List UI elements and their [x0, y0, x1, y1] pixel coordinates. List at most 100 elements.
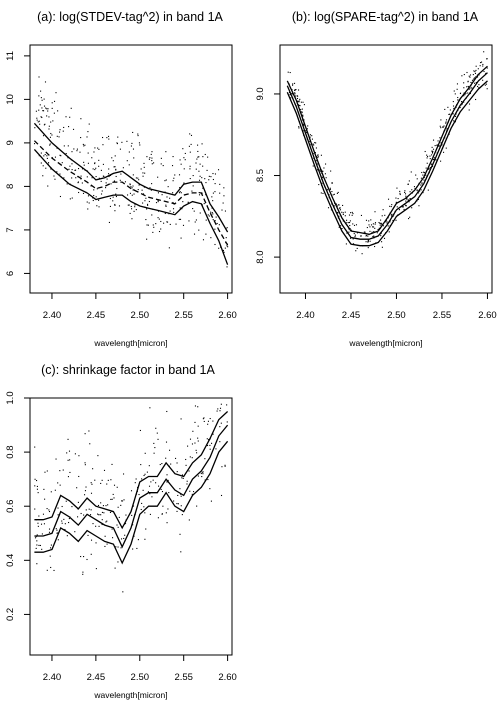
data-point: [36, 480, 37, 481]
data-point: [439, 137, 440, 138]
data-point: [71, 506, 72, 507]
data-point: [473, 79, 474, 80]
data-point: [78, 476, 79, 477]
data-point: [155, 428, 156, 429]
data-point: [151, 154, 152, 155]
data-point: [118, 507, 119, 508]
data-point: [93, 151, 94, 152]
data-point: [173, 180, 174, 181]
data-point: [380, 235, 381, 236]
data-point: [417, 189, 418, 190]
data-point: [330, 171, 331, 172]
data-point: [352, 223, 353, 224]
data-point: [41, 152, 42, 153]
data-point: [198, 156, 199, 157]
data-point: [457, 97, 458, 98]
data-point: [44, 523, 45, 524]
data-point: [298, 89, 299, 90]
data-point: [116, 524, 117, 525]
data-point: [346, 243, 347, 244]
data-point: [96, 205, 97, 206]
data-point: [328, 207, 329, 208]
data-point: [381, 241, 382, 242]
data-point: [162, 506, 163, 507]
data-point: [209, 488, 210, 489]
data-point: [201, 177, 202, 178]
data-point: [158, 486, 159, 487]
data-point: [427, 156, 428, 157]
data-point: [131, 145, 132, 146]
data-point: [167, 522, 168, 523]
data-point: [461, 101, 462, 102]
data-point: [141, 168, 142, 169]
data-point: [77, 516, 78, 517]
data-point: [123, 499, 124, 500]
data-point: [440, 127, 441, 128]
data-point: [97, 514, 98, 515]
data-point: [354, 225, 355, 226]
data-point: [158, 192, 159, 193]
data-point: [225, 210, 226, 211]
data-point: [197, 438, 198, 439]
data-point: [404, 190, 405, 191]
data-point: [34, 447, 35, 448]
data-point: [388, 199, 389, 200]
data-point: [107, 504, 108, 505]
x-tick-label: 2.40: [296, 310, 315, 321]
data-point: [46, 108, 47, 109]
data-point: [198, 171, 199, 172]
data-point: [97, 455, 98, 456]
data-point: [461, 75, 462, 76]
data-point: [151, 160, 152, 161]
data-point: [127, 160, 128, 161]
data-point: [153, 162, 154, 163]
data-point: [384, 238, 385, 239]
data-point: [110, 206, 111, 207]
data-point: [446, 148, 447, 149]
data-point: [183, 157, 184, 158]
data-point: [126, 141, 127, 142]
data-point: [89, 443, 90, 444]
band-curve: [34, 425, 227, 547]
data-point: [118, 527, 119, 528]
data-point: [42, 175, 43, 176]
data-point: [82, 572, 83, 573]
data-point: [86, 509, 87, 510]
data-point: [144, 475, 145, 476]
data-point: [316, 147, 317, 148]
data-point: [199, 194, 200, 195]
data-point: [292, 85, 293, 86]
data-point: [71, 177, 72, 178]
data-point: [383, 225, 384, 226]
data-point: [143, 506, 144, 507]
data-point: [315, 142, 316, 143]
data-point: [369, 231, 370, 232]
data-point: [346, 222, 347, 223]
data-point: [172, 192, 173, 193]
data-point: [63, 127, 64, 128]
data-point: [219, 193, 220, 194]
data-point: [311, 135, 312, 136]
data-point: [149, 187, 150, 188]
data-point: [298, 126, 299, 127]
data-point: [472, 80, 473, 81]
data-point: [221, 466, 222, 467]
data-point: [112, 200, 113, 201]
data-point: [113, 197, 114, 198]
data-point: [102, 190, 103, 191]
data-point: [86, 136, 87, 137]
data-point: [143, 163, 144, 164]
data-point: [340, 209, 341, 210]
chart-title: (c): shrinkage factor in band 1A: [41, 363, 215, 377]
data-point: [209, 176, 210, 177]
data-point: [202, 156, 203, 157]
data-point: [122, 500, 123, 501]
data-point: [149, 407, 150, 408]
data-point: [46, 155, 47, 156]
data-point: [198, 475, 199, 476]
data-point: [71, 108, 72, 109]
data-point: [37, 489, 38, 490]
data-point: [486, 84, 487, 85]
data-point: [105, 536, 106, 537]
data-point: [110, 479, 111, 480]
